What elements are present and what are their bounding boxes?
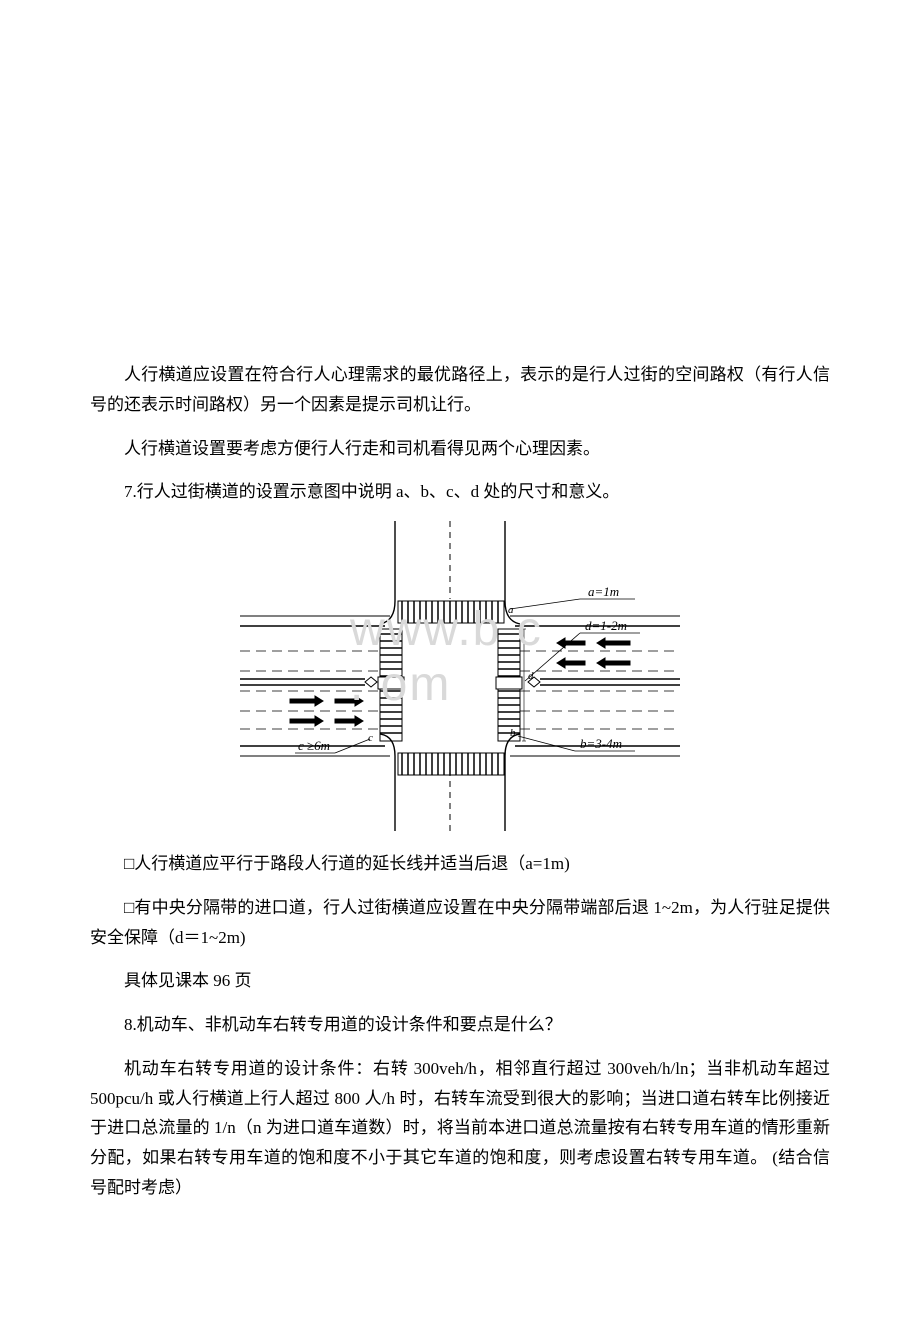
diagram-svg: a=1m d=1-2m b=3-4m c ≥6m a b c d (240, 521, 680, 831)
paragraph: 机动车右转专用道的设计条件：右转 300veh/h，相邻直行超过 300veh/… (90, 1054, 830, 1203)
svg-text:a: a (508, 604, 514, 616)
paragraph: 人行横道应设置在符合行人心理需求的最优路径上，表示的是行人过街的空间路权（有行人… (90, 360, 830, 420)
svg-text:b: b (510, 727, 516, 739)
paragraph: 人行横道设置要考虑方便行人行走和司机看得见两个心理因素。 (90, 434, 830, 464)
crosswalk-diagram: www.b c . om (240, 521, 680, 831)
svg-text:c: c (368, 732, 373, 744)
crosswalk-top (398, 601, 504, 623)
paragraph: □人行横道应平行于路段人行道的延长线并适当后退（a=1m) (90, 849, 830, 879)
label-b: b=3-4m (580, 736, 622, 751)
label-d: d=1-2m (585, 618, 627, 633)
label-c: c ≥6m (298, 738, 330, 753)
crosswalk-bottom (398, 753, 504, 775)
paragraph: □有中央分隔带的进口道，行人过街横道应设置在中央分隔带端部后退 1~2m，为人行… (90, 893, 830, 953)
label-a: a=1m (588, 584, 619, 599)
paragraph: 7.行人过街横道的设置示意图中说明 a、b、c、d 处的尺寸和意义。 (90, 477, 830, 507)
paragraph: 8.机动车、非机动车右转专用道的设计条件和要点是什么？ (90, 1010, 830, 1040)
svg-text:d: d (528, 670, 534, 682)
paragraph: 具体见课本 96 页 (90, 966, 830, 996)
document-page: 人行横道应设置在符合行人心理需求的最优路径上，表示的是行人过街的空间路权（有行人… (0, 0, 920, 1317)
diagram-container: www.b c . om (90, 521, 830, 831)
